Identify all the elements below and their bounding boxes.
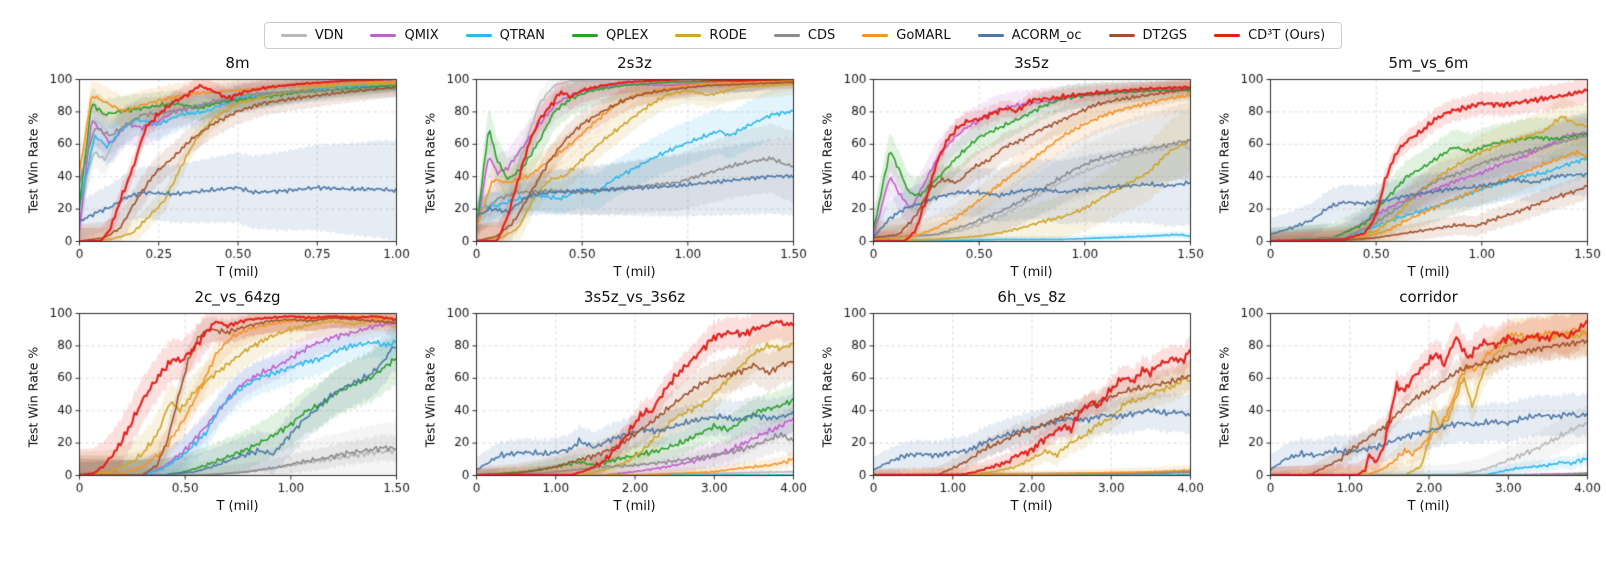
legend-line-swatch — [977, 34, 1004, 37]
plot-area: Test Win Rate % — [17, 73, 410, 265]
plot-canvas — [17, 73, 410, 265]
legend-label: CDS — [807, 28, 836, 43]
legend-item-gomarl: GoMARL — [862, 28, 951, 43]
x-axis-label: T (mil) — [1010, 499, 1053, 514]
legend-label: GoMARL — [896, 28, 951, 43]
plot-canvas — [811, 307, 1204, 499]
plot-area: Test Win Rate % — [414, 307, 807, 499]
legend-label: CD³T (Ours) — [1248, 28, 1326, 43]
legend-label: RODE — [709, 28, 747, 43]
legend-item-qtran: QTRAN — [465, 28, 545, 43]
subplot-3s5z: 3s5z Test Win Rate % T (mil) — [811, 53, 1204, 281]
plot-canvas — [414, 307, 807, 499]
legend-item-acorm-oc: ACORM_oc — [977, 28, 1082, 43]
legend-label: DT2GS — [1142, 28, 1188, 43]
legend-label: VDN — [314, 28, 344, 43]
subplot-8m: 8m Test Win Rate % T (mil) — [17, 53, 410, 281]
plot-canvas — [811, 73, 1204, 265]
subplot-6h_vs_8z: 6h_vs_8z Test Win Rate % T (mil) — [811, 287, 1204, 515]
subplot-corridor: corridor Test Win Rate % T (mil) — [1208, 287, 1601, 515]
legend-label: ACORM_oc — [1011, 28, 1082, 43]
x-axis-label: T (mil) — [1407, 499, 1450, 514]
plot-area: Test Win Rate % — [1208, 307, 1601, 499]
y-axis-label: Test Win Rate % — [25, 346, 41, 448]
x-axis-label: T (mil) — [1407, 265, 1450, 280]
plot-area: Test Win Rate % — [414, 73, 807, 265]
plot-area: Test Win Rate % — [1208, 73, 1601, 265]
x-axis-label: T (mil) — [216, 499, 259, 514]
subplot-title: 2s3z — [617, 54, 652, 72]
subplot-title: 5m_vs_6m — [1388, 54, 1469, 72]
subplot-3s5z_vs_3s6z: 3s5z_vs_3s6z Test Win Rate % T (mil) — [414, 287, 807, 515]
legend-line-swatch — [862, 34, 889, 37]
x-axis-label: T (mil) — [613, 265, 656, 280]
subplot-2c_vs_64zg: 2c_vs_64zg Test Win Rate % T (mil) — [17, 287, 410, 515]
legend-line-swatch — [773, 34, 800, 37]
legend-line-swatch — [675, 34, 702, 37]
subplot-title: corridor — [1399, 288, 1458, 306]
subplot-title: 3s5z_vs_3s6z — [583, 288, 686, 306]
legend-item-cd-t-ours-: CD³T (Ours) — [1214, 28, 1325, 43]
legend-item-vdn: VDN — [280, 28, 344, 43]
y-axis-label: Test Win Rate % — [819, 112, 835, 214]
legend-line-swatch — [370, 34, 397, 37]
legend-item-qplex: QPLEX — [571, 28, 649, 43]
y-axis-label: Test Win Rate % — [1216, 346, 1232, 448]
subplot-title: 6h_vs_8z — [997, 288, 1066, 306]
x-axis-label: T (mil) — [1010, 265, 1053, 280]
plot-area: Test Win Rate % — [811, 307, 1204, 499]
subplot-title: 2c_vs_64zg — [194, 288, 281, 306]
y-axis-label: Test Win Rate % — [1216, 112, 1232, 214]
legend-line-swatch — [571, 34, 598, 37]
x-axis-label: T (mil) — [216, 265, 259, 280]
subplot-2s3z: 2s3z Test Win Rate % T (mil) — [414, 53, 807, 281]
y-axis-label: Test Win Rate % — [422, 112, 438, 214]
plot-area: Test Win Rate % — [17, 307, 410, 499]
y-axis-label: Test Win Rate % — [819, 346, 835, 448]
legend-item-cds: CDS — [773, 28, 836, 43]
y-axis-label: Test Win Rate % — [25, 112, 41, 214]
legend: VDN QMIX QTRAN QPLEX RODE CDS GoMARL ACO… — [263, 22, 1343, 49]
legend-line-swatch — [1214, 34, 1241, 37]
plot-canvas — [17, 307, 410, 499]
plot-canvas — [1208, 307, 1601, 499]
legend-item-qmix: QMIX — [370, 28, 439, 43]
legend-line-swatch — [1108, 34, 1135, 37]
legend-item-dt2gs: DT2GS — [1108, 28, 1188, 43]
plot-grid: 8m Test Win Rate % T (mil) 2s3z Test Win… — [0, 53, 1606, 515]
legend-item-rode: RODE — [675, 28, 747, 43]
subplot-title: 8m — [225, 54, 250, 72]
plot-canvas — [1208, 73, 1601, 265]
plot-canvas — [414, 73, 807, 265]
legend-label: QPLEX — [605, 28, 649, 43]
subplot-5m_vs_6m: 5m_vs_6m Test Win Rate % T (mil) — [1208, 53, 1601, 281]
legend-line-swatch — [465, 34, 492, 37]
subplot-title: 3s5z — [1014, 54, 1049, 72]
legend-label: QTRAN — [499, 28, 545, 43]
y-axis-label: Test Win Rate % — [422, 346, 438, 448]
legend-line-swatch — [280, 34, 307, 37]
x-axis-label: T (mil) — [613, 499, 656, 514]
plot-area: Test Win Rate % — [811, 73, 1204, 265]
legend-label: QMIX — [404, 28, 439, 43]
